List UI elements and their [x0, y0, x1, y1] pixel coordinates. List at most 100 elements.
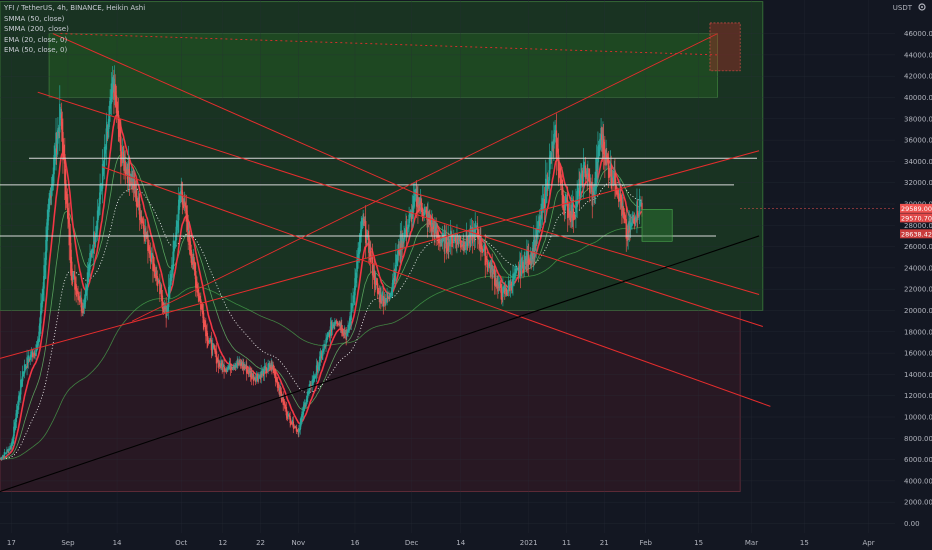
smma-50-line[interactable]	[0, 181, 643, 460]
candle[interactable]	[200, 292, 202, 317]
target-box-green[interactable]	[641, 209, 673, 242]
candle[interactable]	[429, 209, 431, 233]
candle[interactable]	[122, 138, 124, 166]
candle[interactable]	[567, 186, 569, 232]
candle[interactable]	[55, 132, 58, 165]
candle[interactable]	[609, 150, 612, 186]
candle[interactable]	[352, 288, 354, 314]
candle-body	[567, 200, 569, 219]
candle-body	[122, 146, 124, 158]
candle[interactable]	[74, 264, 76, 301]
chart-legend: YFI / TetherUS, 4h, BINANCE, Heikin Ashi…	[4, 3, 145, 56]
candle[interactable]	[293, 426, 296, 429]
zone-green-2[interactable]	[48, 33, 718, 98]
candle[interactable]	[285, 402, 288, 421]
candle[interactable]	[77, 285, 79, 306]
candle[interactable]	[409, 209, 412, 219]
candle[interactable]	[141, 218, 143, 224]
candle[interactable]	[309, 380, 311, 390]
candle-body	[405, 221, 407, 234]
trendline-red[interactable]	[101, 166, 771, 407]
candle[interactable]	[120, 145, 123, 167]
candle[interactable]	[535, 215, 537, 259]
candle-body	[485, 256, 487, 260]
candle[interactable]	[507, 275, 510, 297]
candle[interactable]	[512, 264, 514, 296]
trendline-red[interactable]	[0, 150, 760, 359]
candle[interactable]	[157, 278, 160, 284]
legend-smma-50[interactable]: SMMA (50, close)	[4, 14, 65, 23]
candle-body	[347, 328, 350, 329]
candle-body	[309, 383, 311, 388]
candle[interactable]	[558, 154, 560, 183]
candle[interactable]	[131, 170, 133, 193]
candle-body	[381, 295, 384, 297]
candle[interactable]	[492, 265, 494, 278]
candle[interactable]	[303, 399, 306, 412]
candle[interactable]	[565, 193, 567, 211]
candle[interactable]	[551, 130, 553, 170]
target-box-red[interactable]	[709, 22, 741, 72]
candle[interactable]	[544, 159, 547, 223]
candle[interactable]	[638, 188, 641, 225]
trendline-red[interactable]	[52, 33, 416, 194]
candle[interactable]	[480, 227, 482, 261]
candle[interactable]	[414, 182, 416, 209]
candle[interactable]	[497, 275, 499, 299]
candle-body	[315, 365, 318, 376]
candle-body	[471, 227, 473, 232]
trendline-red[interactable]	[131, 33, 718, 322]
candle[interactable]	[490, 259, 492, 277]
zone-red-0[interactable]	[0, 310, 741, 492]
candle-body	[186, 213, 188, 218]
candle[interactable]	[366, 229, 368, 245]
candle[interactable]	[582, 148, 585, 199]
candle[interactable]	[55, 118, 57, 171]
legend-ema-20[interactable]: EMA (20, close, 0)	[4, 35, 68, 44]
candle[interactable]	[584, 156, 587, 186]
candle[interactable]	[133, 169, 135, 194]
candle[interactable]	[227, 364, 230, 371]
candle[interactable]	[334, 318, 336, 330]
candle[interactable]	[504, 282, 506, 300]
candle-body	[232, 365, 235, 369]
trendline-black[interactable]	[0, 235, 760, 493]
candle-body	[357, 248, 359, 263]
candle[interactable]	[568, 201, 570, 226]
candle[interactable]	[345, 326, 347, 346]
candle-body	[239, 361, 242, 366]
candle[interactable]	[599, 133, 601, 157]
candle[interactable]	[150, 247, 153, 265]
candle[interactable]	[363, 213, 365, 226]
candle[interactable]	[553, 121, 555, 161]
candle[interactable]	[296, 428, 298, 432]
candle[interactable]	[209, 335, 211, 344]
smma-200-line[interactable]	[0, 226, 643, 460]
candle-body	[488, 264, 491, 267]
candle[interactable]	[357, 242, 359, 269]
candle-body	[214, 348, 216, 354]
currency-label[interactable]: USDT	[893, 4, 913, 12]
candle[interactable]	[223, 358, 225, 379]
candle[interactable]	[90, 248, 92, 259]
legend-smma-200[interactable]: SMMA (200, close)	[4, 25, 69, 33]
legend-ema-50[interactable]: EMA (50, close, 0)	[4, 46, 68, 54]
candle[interactable]	[232, 363, 235, 371]
candle-body	[612, 176, 615, 181]
gear-icon[interactable]	[918, 3, 926, 11]
trendline-red[interactable]	[415, 192, 760, 296]
candle[interactable]	[148, 239, 150, 258]
ema-50-line[interactable]	[0, 154, 643, 460]
candle[interactable]	[548, 143, 551, 196]
candle[interactable]	[622, 197, 624, 224]
candle[interactable]	[628, 210, 631, 242]
candle[interactable]	[320, 350, 323, 363]
candle[interactable]	[619, 185, 622, 210]
trendline-red[interactable]	[37, 91, 763, 327]
candle[interactable]	[220, 356, 222, 371]
candle-body	[296, 429, 298, 432]
candle[interactable]	[0, 457, 2, 461]
candle[interactable]	[239, 358, 242, 369]
candle[interactable]	[398, 241, 400, 263]
